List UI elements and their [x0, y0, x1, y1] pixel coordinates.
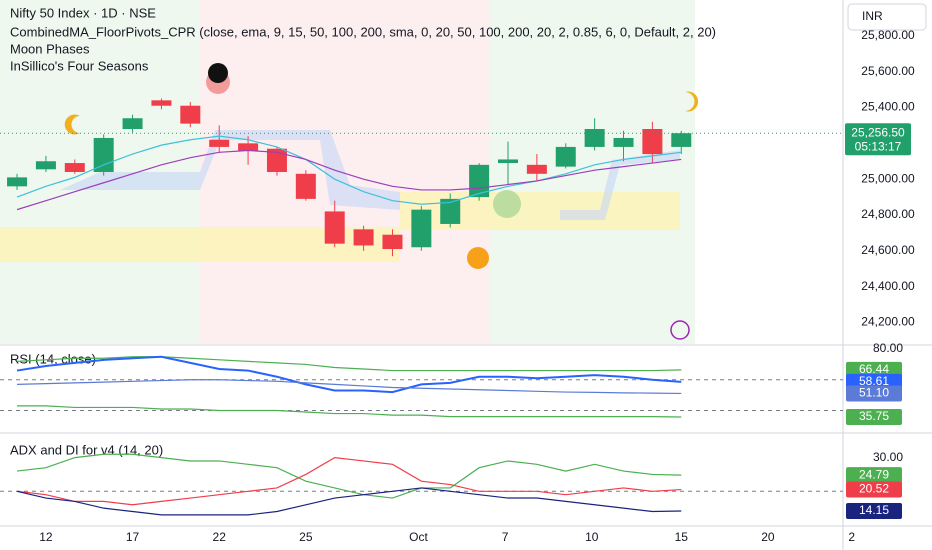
- y-tick-label: 25,000.00: [861, 171, 915, 185]
- candle-body: [64, 163, 85, 172]
- y-tick-label: 24,800.00: [861, 207, 915, 221]
- moon-icon: [64, 114, 80, 135]
- series-line: [16, 135, 682, 205]
- x-tick-label: 22: [213, 530, 227, 544]
- indicator-name: Moon Phases: [10, 41, 90, 56]
- cpr-band: [560, 150, 680, 220]
- last-value-box: [846, 409, 902, 426]
- candle-body: [497, 159, 518, 164]
- last-value-box: [846, 385, 902, 402]
- candle-body: [411, 209, 432, 248]
- y-tick-label: 24,200.00: [861, 315, 915, 329]
- last-value-label: 20.52: [859, 482, 889, 496]
- marker: [493, 190, 521, 218]
- candle-body: [151, 100, 172, 106]
- y-tick-label: 24,400.00: [861, 279, 915, 293]
- series-line: [16, 456, 682, 506]
- last-value-label: 66.44: [859, 362, 889, 376]
- y-tick-label: 24,600.00: [861, 243, 915, 257]
- y-tick-label: 25,800.00: [861, 28, 915, 42]
- candle-body: [122, 118, 143, 129]
- candle-body: [555, 146, 576, 167]
- series-line: [16, 149, 682, 211]
- series-line: [17, 356, 682, 372]
- marker: [208, 63, 228, 83]
- chart-title: Nifty 50 Index · 1D · NSE: [10, 5, 156, 20]
- candle-body: [382, 234, 403, 250]
- x-tick-label: 25: [299, 530, 313, 544]
- candle-body: [180, 105, 201, 124]
- countdown: 05:13:17: [855, 139, 902, 153]
- candle-body: [353, 229, 374, 246]
- candle-body: [209, 139, 230, 147]
- last-value-label: 14.15: [859, 503, 889, 517]
- y-tick-label: 25,400.00: [861, 100, 915, 114]
- last-value-label: 24.79: [859, 467, 889, 481]
- y-tick-label: 80.00: [873, 341, 903, 355]
- season-band: [490, 0, 695, 344]
- x-tick-label: 17: [126, 530, 140, 544]
- candle-body: [238, 143, 259, 151]
- candle-body: [7, 177, 28, 187]
- candle-body: [440, 198, 461, 224]
- last-value-label: 58.61: [859, 374, 889, 388]
- series-line: [16, 487, 682, 516]
- series-line: [17, 379, 682, 395]
- indicator-name: InSillico's Four Seasons: [10, 58, 149, 73]
- candle-body: [613, 137, 634, 147]
- candle-body: [266, 148, 287, 172]
- candle-body: [671, 133, 692, 147]
- last-value-box: [846, 361, 902, 378]
- moon-icon: [685, 91, 699, 112]
- last-value-box: [846, 503, 902, 520]
- candle-body: [584, 129, 605, 147]
- x-tick-label: 12: [39, 530, 53, 544]
- candle-body: [35, 161, 56, 170]
- currency: INR: [862, 9, 883, 23]
- last-value-label: 35.75: [859, 409, 889, 423]
- indicator-name: CombinedMA_FloorPivots_CPR (close, ema, …: [10, 24, 716, 39]
- last-value-box: [846, 481, 902, 498]
- series-line: [16, 453, 682, 499]
- x-tick-label: 20: [761, 530, 775, 544]
- marker: [467, 247, 489, 269]
- series-line: [17, 405, 682, 418]
- alert-icon[interactable]: [670, 320, 690, 340]
- candle-body: [93, 137, 114, 172]
- x-tick-label: 10: [585, 530, 599, 544]
- currency-box[interactable]: [847, 3, 927, 31]
- candle-body: [295, 173, 316, 199]
- x-tick-label: Oct: [409, 530, 428, 544]
- candle-body: [324, 211, 345, 244]
- candle-body: [526, 164, 547, 174]
- candle-body: [642, 129, 663, 155]
- y-tick-label: 30.00: [873, 450, 903, 464]
- last-price-label: 25,256.50: [851, 125, 905, 139]
- y-tick-label: 25,600.00: [861, 64, 915, 78]
- x-tick-label: 15: [675, 530, 689, 544]
- last-value-box: [846, 467, 902, 484]
- series-line: [16, 355, 682, 394]
- cpr-band: [60, 130, 400, 210]
- last-value-label: 51.10: [859, 386, 889, 400]
- x-tick-label: 7: [502, 530, 509, 544]
- last-price-box: [845, 123, 911, 156]
- x-tick-label: 2: [848, 530, 855, 544]
